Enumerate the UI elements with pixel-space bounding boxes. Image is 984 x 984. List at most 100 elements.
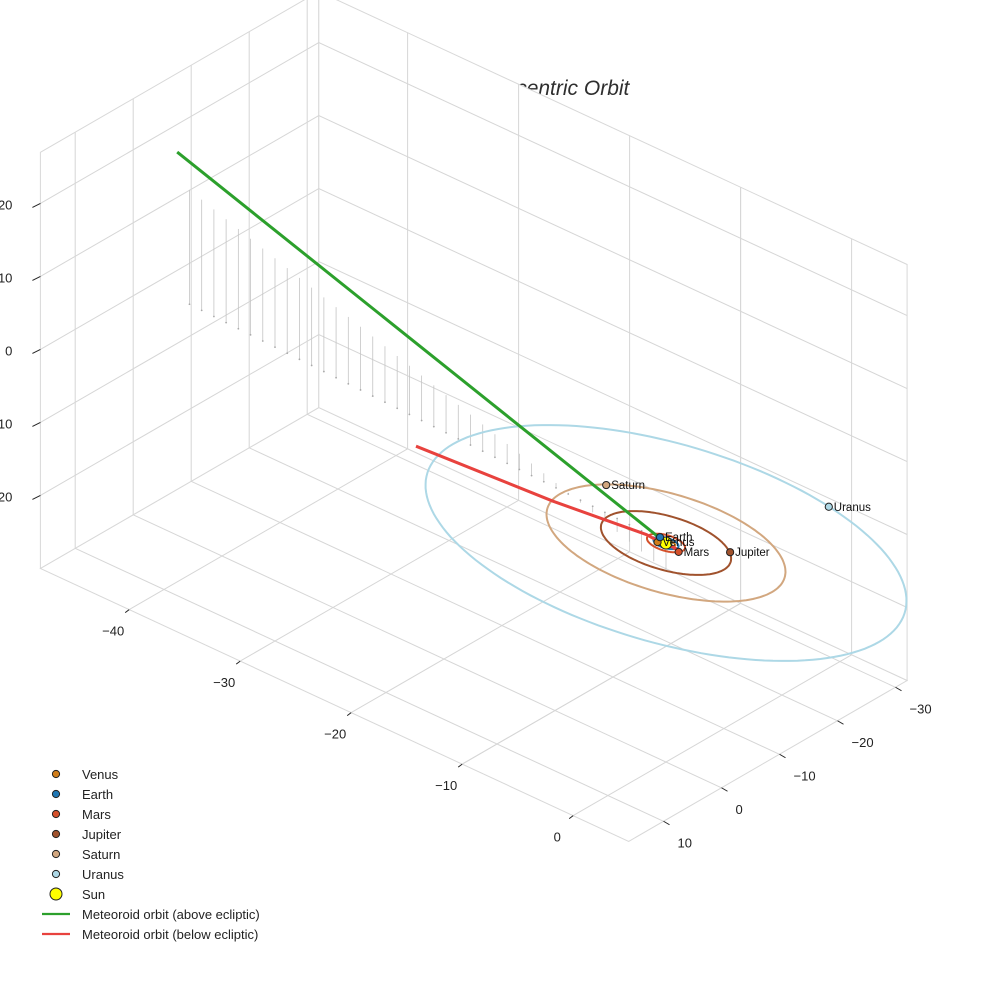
grid-line-y [190, 65, 780, 755]
legend-label: Mars [82, 807, 111, 822]
grid-line-y [132, 98, 722, 789]
x-tick-label: −40 [102, 624, 124, 639]
planet-mars [674, 547, 683, 556]
drop-foot [518, 468, 521, 471]
drop-foot [286, 352, 289, 355]
x-tick-label: −20 [324, 727, 346, 742]
back-pane [318, 0, 908, 682]
drop-foot [322, 370, 325, 373]
drop-foot [384, 401, 386, 404]
grid-line-z [40, 334, 908, 608]
drop-foot [249, 333, 252, 336]
z-tick-label: −10 [0, 416, 12, 431]
drop-foot [579, 499, 582, 502]
grid-line-z [40, 261, 908, 535]
planet-label-saturn: Saturn [611, 480, 645, 492]
legend-marker [51, 829, 61, 839]
legend-marker [51, 809, 61, 819]
z-tick-label: 20 [0, 197, 12, 212]
drop-foot [616, 517, 619, 520]
x-tick-label: −30 [213, 675, 235, 690]
y-tick-mark [663, 820, 670, 826]
drop-foot [200, 309, 203, 312]
planet-uranus [824, 502, 833, 511]
planet-label-mars: Mars [684, 547, 710, 559]
drop-foot [310, 364, 313, 367]
z-tick-mark [32, 202, 41, 208]
x-tick-mark [124, 609, 130, 613]
legend-label: Uranus [82, 867, 124, 882]
y-tick-label: 10 [678, 835, 692, 850]
legend-label: Venus [82, 767, 119, 782]
y-tick-label: 0 [736, 802, 743, 817]
y-tick-mark [837, 720, 844, 725]
legend-marker [51, 789, 61, 799]
drop-foot [628, 523, 631, 526]
legend-label: Saturn [82, 847, 120, 862]
legend-marker [51, 869, 61, 879]
legend-label: Earth [82, 787, 113, 802]
meteoroid-orbit-above [176, 150, 667, 545]
legend-label: Sun [82, 887, 105, 902]
planet-label-uranus: Uranus [834, 502, 871, 514]
drop-foot [420, 419, 423, 422]
z-tick-mark [32, 348, 41, 354]
drop-foot [555, 486, 557, 489]
planet-label-venus: Venus [663, 537, 695, 549]
legend: Venus Earth Mars Jupiter Saturn Uranus Sun Mete… [42, 767, 260, 942]
x-tick-mark [235, 660, 241, 665]
drop-foot [469, 444, 472, 446]
drop-foot [445, 431, 447, 434]
grid-line-z [40, 188, 908, 463]
legend-label: Meteoroid orbit (below ecliptic) [82, 927, 258, 942]
x-tick-mark [568, 815, 574, 819]
grid-line-y [74, 132, 664, 822]
drop-foot [298, 358, 301, 361]
drop-foot [371, 395, 374, 397]
legend-marker [51, 769, 61, 779]
legend-label: Jupiter [82, 827, 122, 842]
drop-foot [347, 382, 350, 385]
drop-foot [335, 376, 337, 379]
grid-line-z [40, 42, 908, 317]
drop-foot [359, 389, 362, 391]
y-tick-mark [779, 753, 786, 759]
drop-foot [188, 303, 191, 306]
drop-foot [408, 413, 411, 416]
legend-marker [51, 849, 61, 859]
grid-line-z [40, 115, 908, 390]
drop-foot [261, 340, 264, 342]
z-tick-label: 0 [5, 343, 12, 358]
z-tick-mark [32, 275, 41, 281]
drop-foot [212, 315, 215, 318]
drop-foot [494, 456, 496, 459]
planet-label-earth: Earth [665, 532, 693, 544]
drop-foot [237, 327, 240, 330]
planet-label-jupiter: Jupiter [735, 547, 770, 559]
grid-line-y [248, 31, 838, 722]
y-tick-mark [895, 686, 902, 692]
ecliptic-drop-lines [188, 189, 667, 571]
x-tick-label: −10 [435, 778, 457, 793]
x-tick-label: 0 [554, 830, 561, 845]
drop-foot [604, 511, 606, 514]
y-tick-label: −30 [910, 701, 932, 716]
y-tick-label: −10 [794, 768, 816, 783]
drop-foot [530, 474, 533, 477]
drop-foot [396, 407, 399, 410]
drop-foot [506, 462, 509, 465]
z-tick-label: 10 [0, 270, 12, 285]
axis-ticks: −40 −30 −20 −10 0 −30 −20 −10 0 10 −20 −10 0 10 20 [0, 197, 932, 850]
planet-saturn [602, 480, 611, 490]
legend-marker [49, 887, 63, 901]
grid-lines [40, 0, 908, 822]
drop-foot [225, 321, 228, 324]
grid-line-y [306, 0, 896, 688]
legend-label: Meteoroid orbit (above ecliptic) [82, 907, 260, 922]
y-tick-label: −20 [852, 735, 874, 750]
orbit-uranus [424, 424, 908, 662]
drop-foot [481, 450, 484, 453]
planet-earth [655, 533, 665, 542]
x-tick-mark [457, 763, 463, 768]
